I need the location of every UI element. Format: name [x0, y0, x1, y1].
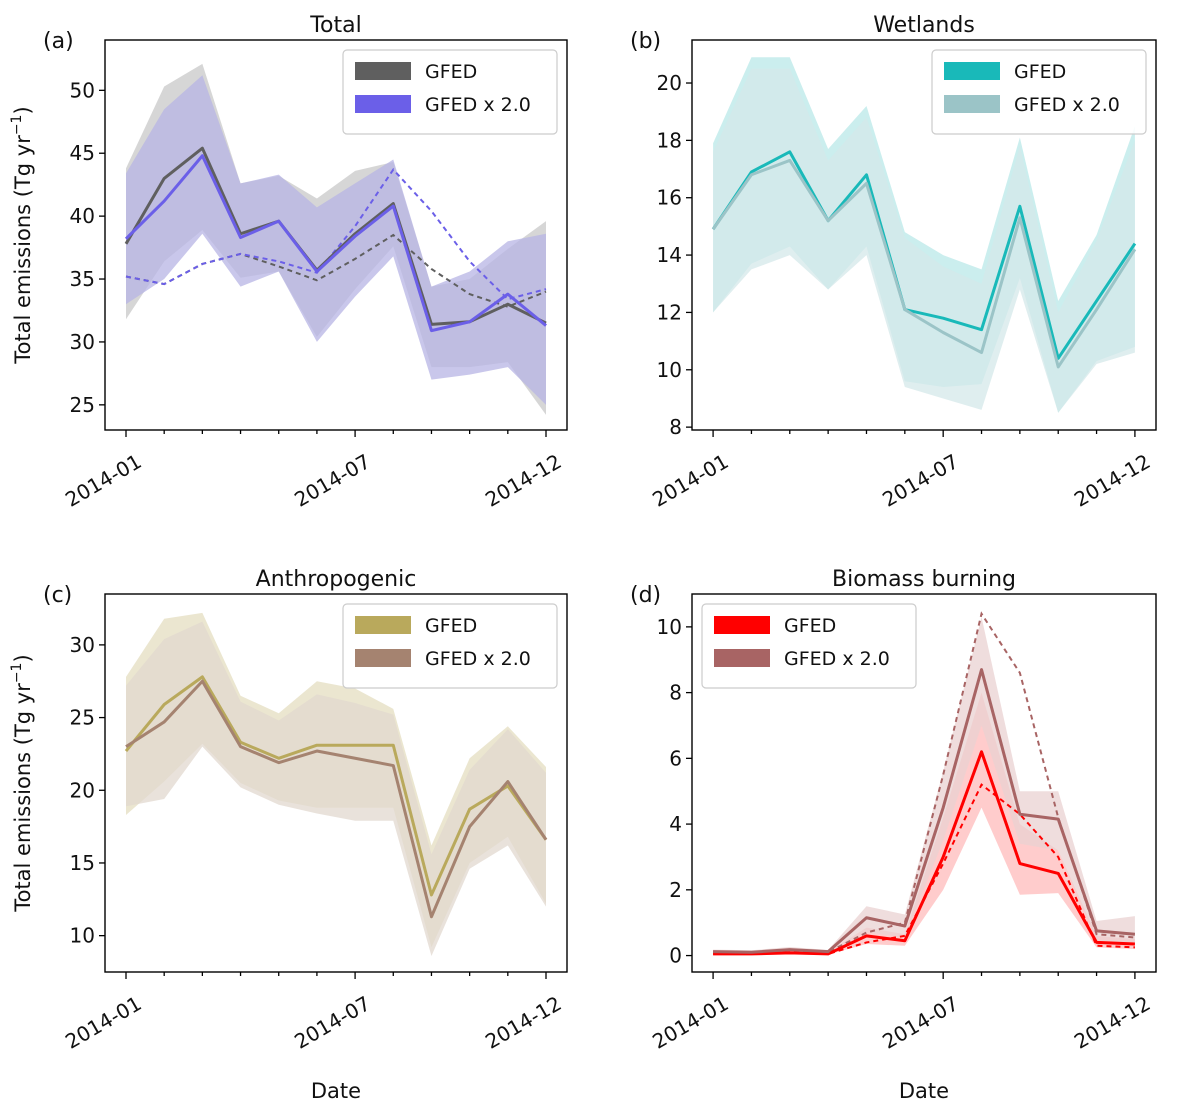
y-tick-label: 14 — [657, 243, 682, 267]
y-tick-label: 30 — [70, 330, 95, 354]
legend-swatch — [944, 62, 1000, 80]
y-tick-label: 18 — [657, 128, 682, 152]
y-tick-label: 50 — [70, 78, 95, 102]
x-tick-label: 2014-12 — [1070, 449, 1154, 512]
legend-swatch — [714, 616, 770, 634]
uncertainty-band-2 — [713, 68, 1135, 413]
legend: GFED GFED x 2.0 — [931, 49, 1147, 135]
legend-label: GFED x 2.0 — [425, 94, 531, 116]
series-line-2 — [125, 679, 548, 919]
x-tick-label: 2014-01 — [648, 991, 732, 1054]
uncertainty-band-1 — [713, 692, 1135, 955]
dashed-line-2 — [125, 167, 547, 301]
x-tick-label: 2014-01 — [61, 449, 145, 512]
y-tick-label: 20 — [657, 71, 682, 95]
legend-swatch — [355, 616, 411, 634]
axes-frame — [691, 593, 1157, 973]
panel-letter: (a) — [43, 29, 74, 54]
y-tick-label: 0 — [669, 944, 682, 968]
panel-title: Total — [309, 13, 361, 38]
x-tick-label: 2014-12 — [1070, 991, 1154, 1054]
series-line-2 — [711, 158, 1137, 369]
y-tick-label: 25 — [70, 393, 95, 417]
panel-title: Wetlands — [873, 13, 975, 38]
series-line-2 — [124, 154, 547, 333]
panel-3: 10 15 20 25 30 2014-01 2014-07 2014-12 Anthropog… — [9, 567, 568, 1103]
y-tick-label: 8 — [669, 415, 682, 439]
axes-frame — [691, 39, 1157, 431]
axes-frame — [104, 39, 568, 431]
x-axis-label: Date — [899, 1079, 949, 1103]
panel-letter: (b) — [630, 29, 661, 54]
panel-title: Biomass burning — [832, 567, 1016, 592]
legend-swatch — [714, 649, 770, 667]
y-tick-label: 30 — [70, 633, 95, 657]
legend-label: GFED x 2.0 — [425, 648, 531, 670]
x-tick-label: 2014-12 — [481, 449, 565, 512]
y-tick-label: 10 — [657, 358, 682, 382]
legend: GFED GFED x 2.0 — [342, 49, 558, 135]
panel-title: Anthropogenic — [256, 567, 417, 592]
y-tick-label: 10 — [657, 615, 682, 639]
panel-4: 0 2 4 6 8 10 2014-01 2014-07 2014-12 Biomass burn… — [630, 567, 1157, 1103]
series-line-1 — [124, 675, 548, 897]
legend-label: GFED x 2.0 — [784, 648, 890, 670]
legend-label: GFED — [1014, 61, 1066, 83]
legend: GFED GFED x 2.0 — [342, 603, 558, 689]
legend-label: GFED x 2.0 — [1014, 94, 1120, 116]
y-tick-label: 4 — [669, 812, 682, 836]
series-line-1 — [713, 750, 1135, 956]
series-line-1 — [711, 150, 1137, 360]
y-axis-label: Total emissions (Tg yr−1) — [9, 106, 35, 364]
axes-frame — [104, 593, 568, 973]
x-tick-label: 2014-01 — [61, 991, 145, 1054]
y-tick-label: 25 — [70, 706, 95, 730]
y-tick-label: 6 — [669, 746, 682, 770]
y-tick-label: 15 — [70, 851, 95, 875]
y-axis-label: Total emissions (Tg yr−1) — [9, 654, 35, 912]
panel-letter: (c) — [43, 583, 72, 608]
x-tick-label: 2014-01 — [648, 449, 732, 512]
legend-label: GFED — [784, 615, 836, 637]
x-tick-label: 2014-07 — [878, 449, 962, 512]
y-tick-label: 45 — [70, 141, 95, 165]
legend-label: GFED — [425, 615, 477, 637]
y-tick-label: 40 — [70, 204, 95, 228]
legend-swatch — [355, 649, 411, 667]
x-tick-label: 2014-12 — [481, 991, 565, 1054]
x-tick-label: 2014-07 — [290, 991, 374, 1054]
y-tick-label: 10 — [70, 924, 95, 948]
legend-swatch — [355, 95, 411, 113]
x-axis-label: Date — [311, 1079, 361, 1103]
x-tick-label: 2014-07 — [878, 991, 962, 1054]
legend: GFED GFED x 2.0 — [701, 603, 917, 689]
y-tick-label: 2 — [669, 878, 682, 902]
y-tick-label: 8 — [669, 681, 682, 705]
y-tick-label: 35 — [70, 267, 95, 291]
y-tick-label: 12 — [657, 300, 682, 324]
legend-swatch — [944, 95, 1000, 113]
x-tick-label: 2014-07 — [290, 449, 374, 512]
legend-swatch — [355, 62, 411, 80]
y-tick-label: 20 — [70, 778, 95, 802]
legend-label: GFED — [425, 61, 477, 83]
series-line-2 — [713, 668, 1136, 954]
y-tick-label: 16 — [657, 186, 682, 210]
panel-1: 25 30 35 40 45 50 2014-01 2014-07 2014-12 Total (a… — [9, 13, 568, 512]
panel-2: 8 10 12 14 16 18 20 2014-01 2014-07 2014-12 Wetlan… — [630, 13, 1157, 512]
panel-letter: (d) — [630, 583, 661, 608]
